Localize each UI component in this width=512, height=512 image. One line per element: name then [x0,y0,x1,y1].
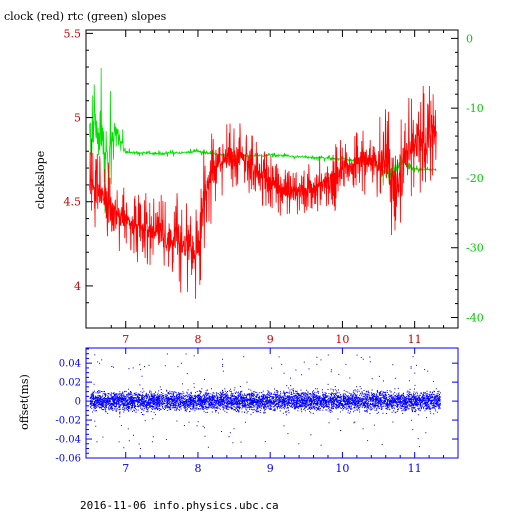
bottom-chart-y-label: offset(ms) [18,374,31,430]
top-y2-tick-label: -30 [466,242,484,255]
bottom-chart: 7 8 9 10 11 0.04 0.02 0 -0.02 -0.04 -0.06 offset(m… [18,347,459,475]
bottom-x-tick-label: 9 [267,462,274,475]
top-y2-tick-label: 0 [466,32,473,45]
bottom-chart-axes: 7 8 9 10 11 0.04 0.02 0 -0.02 -0.04 -0.06 [55,348,458,475]
bottom-y-tick-label: 0 [75,397,81,408]
bottom-y-tick-label: 0.04 [59,359,81,370]
offset-scatter-points [89,353,441,449]
bottom-x-tick-label: 7 [122,462,129,475]
top-x-tick-label: 9 [267,333,274,346]
top-y2-tick-label: -10 [466,102,484,115]
bottom-y-tick-label: 0.02 [59,378,81,389]
bottom-x-tick-label: 8 [194,462,201,475]
clock-series-line [89,85,437,299]
bottom-chart-frame [85,347,459,459]
top-chart-data [89,67,437,299]
footer-credit: 2016-11-06 info.physics.ubc.ca [80,499,279,512]
top-x-tick-label: 8 [194,333,201,346]
bottom-y-tick-label: -0.04 [55,435,81,446]
top-chart-title: clock (red) rtc (green) slopes [4,10,167,23]
top-chart-y-label: clockslope [34,151,47,209]
top-chart: 7 8 9 10 11 4 4.5 5 5.5 0 -10 -20 -30 -40 clockslope [34,27,484,346]
top-y2-tick-label: -20 [466,172,484,185]
top-y-tick-label: 4.5 [64,196,82,209]
top-chart-axes: 7 8 9 10 11 4 4.5 5 5.5 0 -10 -20 -30 -40 [64,27,484,346]
top-x-tick-label: 11 [408,333,422,346]
bottom-x-tick-label: 11 [408,462,422,475]
bottom-y-tick-label: -0.06 [55,454,81,465]
top-y-tick-label: 5.5 [64,27,82,40]
top-x-tick-label: 7 [122,333,129,346]
top-y-tick-label: 4 [74,280,81,293]
top-y2-tick-label: -40 [466,312,484,325]
bottom-chart-data [89,353,441,449]
top-x-tick-label: 10 [335,333,349,346]
bottom-x-tick-label: 10 [335,462,349,475]
top-chart-frame [85,29,459,329]
bottom-y-tick-label: -0.02 [55,416,81,427]
top-y-tick-label: 5 [74,112,81,125]
